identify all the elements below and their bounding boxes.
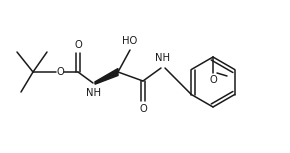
Text: NH: NH xyxy=(86,88,102,98)
Text: O: O xyxy=(74,40,82,50)
Polygon shape xyxy=(95,69,118,84)
Text: O: O xyxy=(139,104,147,114)
Text: O: O xyxy=(56,67,64,77)
Text: HO: HO xyxy=(122,36,138,46)
Text: O: O xyxy=(209,75,217,85)
Text: NH: NH xyxy=(155,53,171,63)
